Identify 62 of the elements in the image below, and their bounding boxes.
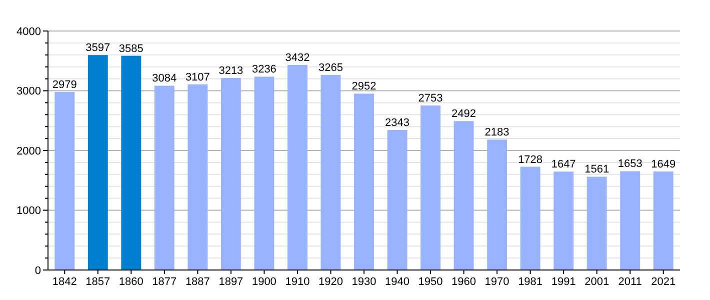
x-tick-label: 1970: [484, 276, 510, 288]
x-tick-label: 2001: [584, 276, 610, 288]
x-tick-label: 1877: [152, 276, 177, 288]
bar: [254, 76, 274, 270]
data-label: 3597: [86, 42, 110, 54]
x-tick-label: 1991: [551, 276, 576, 288]
y-tick-label: 4000: [16, 26, 41, 38]
data-label: 2753: [418, 92, 443, 105]
bar: [454, 121, 474, 270]
data-label: 3585: [118, 42, 144, 55]
x-tick-label: 1960: [452, 276, 476, 288]
bar: [287, 64, 308, 270]
bar: [620, 171, 640, 270]
bar: [554, 172, 574, 270]
x-tick-label: 1900: [252, 276, 276, 288]
data-label: 2952: [352, 80, 376, 93]
x-tick-label: 1981: [518, 276, 543, 288]
data-label: 1653: [618, 158, 642, 170]
x-tick-label: 1842: [52, 276, 77, 288]
bar: [653, 171, 674, 270]
x-tick-label: 2021: [651, 276, 676, 288]
y-tick-label: 3000: [16, 86, 41, 98]
data-label: 2343: [385, 117, 410, 130]
data-label: 1561: [584, 164, 610, 176]
x-tick-label: 1860: [118, 276, 144, 288]
x-tick-label: 1857: [86, 276, 110, 288]
bar: [121, 56, 142, 270]
data-label: 1647: [551, 158, 576, 171]
data-label: 1728: [518, 154, 543, 166]
data-label: 3432: [285, 52, 310, 64]
x-tick-label: 2011: [618, 276, 642, 288]
bar: [54, 92, 75, 270]
bar: [420, 106, 441, 270]
y-tick-label: 1000: [16, 205, 41, 218]
bar: [387, 130, 408, 270]
data-label: 3265: [318, 62, 343, 74]
x-tick-label: 1897: [218, 276, 244, 288]
bar: [220, 78, 241, 270]
x-tick-label: 1910: [285, 276, 310, 288]
data-label: 2183: [484, 126, 510, 139]
bar: [354, 94, 374, 270]
x-tick-label: 1950: [418, 276, 443, 288]
data-label: 3107: [185, 71, 210, 84]
bar: [88, 55, 108, 270]
bar: [154, 86, 174, 270]
data-label: 3236: [252, 64, 276, 76]
data-label: 3084: [152, 72, 177, 85]
bar: [320, 74, 341, 270]
x-tick-label: 1930: [352, 276, 376, 288]
bar: [188, 84, 208, 270]
x-tick-label: 1887: [185, 276, 210, 288]
x-tick-label: 1920: [318, 276, 343, 288]
x-tick-label: 1940: [385, 276, 410, 288]
data-label: 1649: [651, 158, 676, 170]
y-tick-label: 0: [34, 264, 41, 277]
y-tick-label: 2000: [16, 145, 41, 158]
bar: [586, 176, 607, 270]
bar: [487, 140, 508, 270]
data-label: 3213: [218, 65, 244, 78]
bar: [520, 166, 540, 270]
data-label: 2979: [52, 79, 77, 92]
data-label: 2492: [452, 108, 476, 120]
